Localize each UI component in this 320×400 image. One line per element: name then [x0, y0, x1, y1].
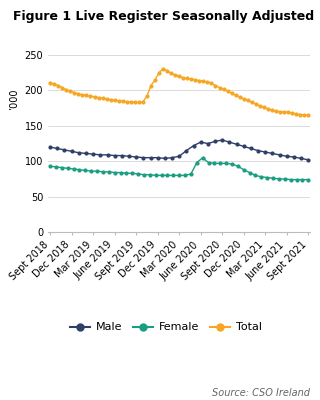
Female	[54, 164, 58, 169]
Female	[142, 172, 146, 177]
Female	[89, 169, 93, 174]
Male	[306, 158, 310, 162]
Male	[206, 141, 210, 146]
Female	[148, 172, 152, 177]
Female	[107, 170, 111, 174]
Male	[270, 151, 274, 156]
Line: Female: Female	[49, 156, 310, 181]
Male	[235, 142, 238, 147]
Female	[265, 175, 269, 180]
Male	[278, 152, 282, 157]
Text: Figure 1 Live Register Seasonally Adjusted: Figure 1 Live Register Seasonally Adjust…	[13, 10, 314, 23]
Female	[101, 170, 105, 174]
Total	[109, 97, 113, 102]
Male	[91, 152, 95, 156]
Male	[220, 138, 224, 142]
Total	[125, 99, 129, 104]
Female	[218, 161, 222, 166]
Female	[260, 174, 263, 179]
Female	[160, 173, 164, 178]
Male	[192, 143, 196, 148]
Total	[306, 113, 310, 118]
Female	[66, 166, 70, 171]
Male	[292, 154, 296, 159]
Female	[48, 164, 52, 168]
Male	[99, 152, 102, 157]
Male	[184, 148, 188, 153]
Total	[274, 108, 278, 113]
Female	[172, 173, 175, 178]
Male	[242, 144, 246, 149]
Male	[249, 146, 253, 151]
Total	[157, 70, 161, 75]
Male	[55, 146, 59, 151]
Male	[299, 156, 303, 161]
Total	[48, 80, 52, 85]
Male	[120, 153, 124, 158]
Female	[289, 177, 292, 182]
Female	[306, 177, 310, 182]
Male	[77, 150, 81, 155]
Female	[271, 176, 275, 181]
Female	[60, 165, 64, 170]
Female	[130, 171, 134, 176]
Female	[154, 173, 158, 178]
Male	[48, 145, 52, 150]
Male	[127, 154, 131, 159]
Female	[236, 164, 240, 168]
Male	[263, 150, 267, 154]
Male	[228, 140, 231, 144]
Male	[148, 155, 152, 160]
Female	[248, 170, 252, 175]
Male	[106, 152, 109, 157]
Female	[295, 177, 299, 182]
Line: Total: Total	[49, 67, 310, 117]
Female	[277, 176, 281, 181]
Total	[161, 66, 165, 71]
Male	[199, 140, 203, 144]
Female	[212, 161, 216, 166]
Male	[141, 155, 145, 160]
Female	[113, 170, 116, 175]
Text: Source: CSO Ireland: Source: CSO Ireland	[212, 388, 310, 398]
Female	[136, 172, 140, 176]
Female	[283, 176, 287, 181]
Male	[213, 139, 217, 144]
Female	[95, 169, 99, 174]
Female	[177, 173, 181, 178]
Female	[119, 170, 123, 175]
Male	[156, 155, 160, 160]
Total	[294, 112, 298, 116]
Legend: Male, Female, Total: Male, Female, Total	[66, 318, 267, 337]
Male	[113, 153, 116, 158]
Female	[253, 173, 257, 178]
Male	[63, 148, 67, 152]
Total	[185, 76, 189, 81]
Male	[163, 156, 167, 161]
Female	[165, 173, 169, 178]
Male	[256, 148, 260, 153]
Male	[285, 154, 289, 159]
Female	[242, 167, 246, 172]
Male	[177, 154, 181, 159]
Female	[72, 167, 76, 172]
Female	[77, 167, 81, 172]
Female	[224, 161, 228, 166]
Female	[207, 160, 211, 165]
Female	[183, 173, 187, 178]
Female	[230, 162, 234, 166]
Male	[134, 154, 138, 159]
Total	[302, 113, 306, 118]
Line: Male: Male	[49, 139, 310, 161]
Male	[70, 149, 74, 154]
Female	[189, 172, 193, 176]
Female	[195, 160, 199, 165]
Male	[84, 151, 88, 156]
Male	[170, 155, 174, 160]
Female	[84, 168, 87, 173]
Female	[300, 177, 304, 182]
Text: ’000: ’000	[9, 89, 19, 110]
Female	[201, 155, 204, 160]
Female	[124, 171, 128, 176]
